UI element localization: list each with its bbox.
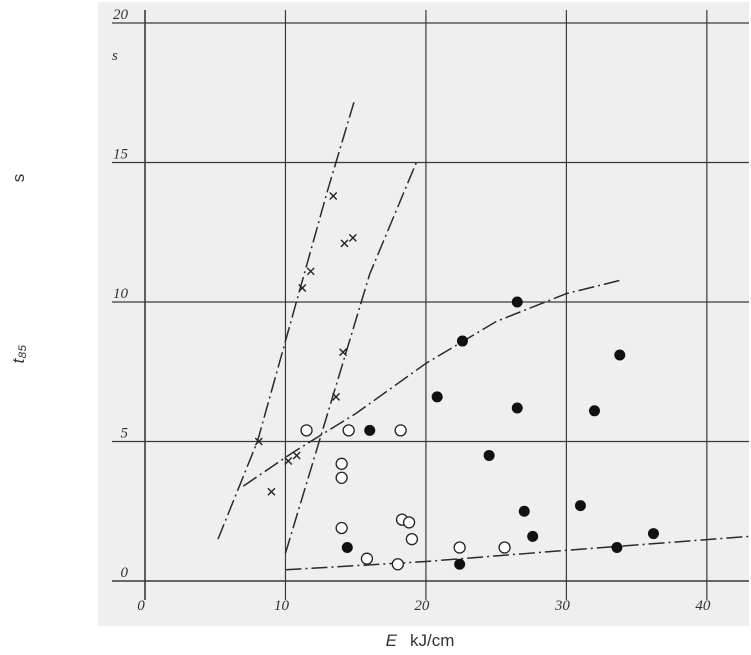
x-tick-label: 20 (414, 598, 430, 614)
filled-circle-marker (647, 528, 659, 540)
y-unit-near-axis: s (112, 48, 118, 64)
y-tick-label: 15 (113, 147, 129, 163)
y-axis-symbol: t₈₅ (9, 344, 28, 363)
cross-stroke (284, 457, 293, 466)
x-tick-label: 10 (274, 598, 290, 614)
filled-circle-marker (614, 349, 626, 361)
curve-line (242, 278, 623, 487)
open-circle-marker (498, 541, 511, 554)
filled-circle-marker (341, 542, 353, 554)
filled-circle-marker (483, 449, 495, 461)
open-circle-marker (453, 541, 466, 554)
open-circle-marker (360, 552, 374, 565)
cross-stroke (329, 191, 338, 200)
open-circle-marker (300, 424, 313, 437)
filled-circle-marker (574, 500, 586, 512)
x-axis-symbol: E (386, 631, 398, 650)
cross-marker (340, 239, 349, 248)
cross-marker (348, 233, 357, 242)
cross-stroke (292, 451, 301, 460)
y-axis-unit: s (9, 174, 28, 183)
open-circle-marker (405, 533, 419, 546)
open-circle-marker (335, 457, 348, 470)
open-circle-marker (391, 558, 404, 571)
filled-circle-marker (588, 405, 600, 417)
markers (254, 191, 659, 571)
filled-circle-marker (456, 335, 468, 347)
cross-marker (298, 284, 307, 293)
filled-circle-marker (511, 402, 523, 414)
x-tick-label: 30 (554, 598, 571, 614)
grid (112, 10, 749, 600)
cross-marker (306, 267, 315, 276)
filled-circle-marker (511, 296, 523, 308)
cross-marker (329, 191, 338, 200)
paper-background (98, 2, 749, 626)
cross-stroke (306, 267, 315, 276)
cross-stroke (348, 233, 357, 242)
open-circle-marker (402, 516, 416, 529)
y-tick-label: 20 (113, 7, 129, 23)
y-tick-label: 10 (113, 286, 129, 302)
cross-stroke (254, 437, 263, 446)
open-circle-marker (394, 424, 407, 437)
cross-stroke (339, 348, 348, 357)
y-tick-label: 0 (121, 565, 129, 581)
filled-circle-marker (454, 558, 466, 570)
x-axis-unit: kJ/cm (410, 631, 454, 650)
cross-marker (254, 437, 263, 446)
tick-labels: 0 10 20 30 40 0 5 10 15 20 (113, 7, 711, 614)
filled-circle-marker (364, 424, 376, 436)
cross-marker (332, 392, 341, 401)
cross-marker (339, 348, 348, 357)
curve-line (284, 159, 419, 554)
curves (217, 100, 750, 571)
open-circle-marker (335, 521, 348, 535)
cross-marker (267, 487, 276, 496)
filled-circle-marker (518, 505, 530, 517)
cross-stroke (332, 392, 341, 401)
cross-stroke (267, 487, 276, 496)
cross-stroke (298, 284, 307, 293)
cross-marker (284, 457, 293, 466)
curve-line (285, 535, 750, 571)
cross-marker (292, 451, 301, 460)
open-circle-marker (342, 424, 355, 437)
x-tick-label: 40 (695, 598, 711, 614)
y-tick-label: 5 (121, 426, 129, 442)
filled-circle-marker (431, 391, 443, 403)
filled-circle-marker (527, 530, 539, 542)
curve-line (217, 100, 356, 540)
x-tick-label: 0 (137, 598, 145, 614)
open-circle-marker (335, 471, 348, 484)
cross-stroke (340, 239, 349, 248)
filled-circle-marker (611, 542, 623, 554)
